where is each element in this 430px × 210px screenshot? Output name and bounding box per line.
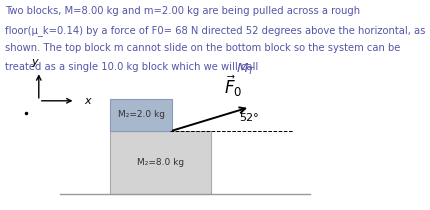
Text: $\vec{F}_0$: $\vec{F}_0$ <box>223 73 241 99</box>
Text: Two blocks, M=8.00 kg and m=2.00 kg are being pulled across a rough: Two blocks, M=8.00 kg and m=2.00 kg are … <box>5 6 359 16</box>
Text: M₂=8.0 kg: M₂=8.0 kg <box>137 158 184 167</box>
Text: 52°: 52° <box>239 113 258 123</box>
Text: y: y <box>31 57 38 67</box>
Bar <box>110 99 172 131</box>
Text: treated as a single 10.0 kg block which we will call: treated as a single 10.0 kg block which … <box>5 62 261 72</box>
Text: floor(μ_k=0.14) by a force of F0= 68 N directed 52 degrees above the horizontal,: floor(μ_k=0.14) by a force of F0= 68 N d… <box>5 25 424 36</box>
Text: M₂=2.0 kg: M₂=2.0 kg <box>117 110 164 119</box>
Text: x: x <box>84 96 90 106</box>
Text: $M_T$: $M_T$ <box>235 62 255 77</box>
Bar <box>110 131 211 194</box>
Text: shown. The top block m cannot slide on the bottom block so the system can be: shown. The top block m cannot slide on t… <box>5 43 399 53</box>
